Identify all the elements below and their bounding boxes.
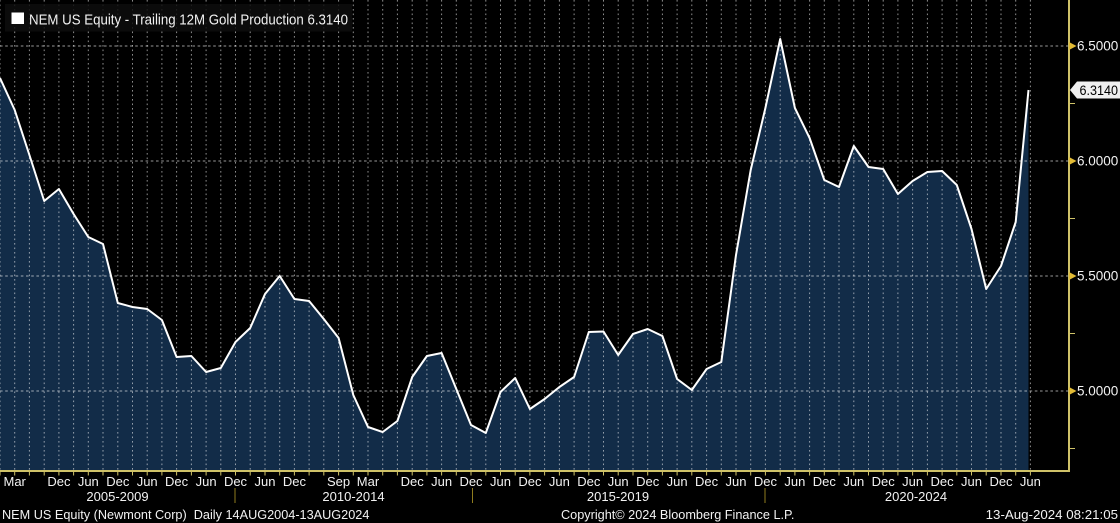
svg-text:Mar: Mar	[4, 474, 27, 489]
svg-text:Dec: Dec	[47, 474, 71, 489]
svg-text:Jun: Jun	[726, 474, 747, 489]
svg-text:Dec: Dec	[754, 474, 778, 489]
svg-text:Dec: Dec	[224, 474, 248, 489]
svg-text:Copyright© 2024 Bloomberg Fina: Copyright© 2024 Bloomberg Finance L.P.	[561, 508, 794, 522]
svg-text:Jun: Jun	[961, 474, 982, 489]
svg-text:NEM US Equity (Newmont Corp): NEM US Equity (Newmont Corp) Daily 14AUG…	[2, 508, 369, 522]
svg-text:Mar: Mar	[357, 474, 380, 489]
svg-text:Dec: Dec	[165, 474, 189, 489]
svg-text:Dec: Dec	[577, 474, 601, 489]
svg-text:Dec: Dec	[518, 474, 542, 489]
svg-text:Dec: Dec	[283, 474, 307, 489]
svg-text:6.5000: 6.5000	[1077, 39, 1118, 54]
svg-text:Jun: Jun	[255, 474, 276, 489]
svg-text:Sep: Sep	[327, 474, 350, 489]
svg-text:Dec: Dec	[872, 474, 896, 489]
svg-text:Dec: Dec	[401, 474, 425, 489]
svg-text:2020-2024: 2020-2024	[885, 489, 947, 504]
svg-text:Jun: Jun	[1020, 474, 1041, 489]
svg-text:Jun: Jun	[196, 474, 217, 489]
svg-text:Dec: Dec	[459, 474, 483, 489]
svg-text:6.3140: 6.3140	[1080, 83, 1119, 98]
svg-text:Dec: Dec	[931, 474, 955, 489]
svg-text:Jun: Jun	[490, 474, 511, 489]
svg-text:5.5000: 5.5000	[1077, 269, 1118, 284]
svg-text:13-Aug-2024 08:21:05: 13-Aug-2024 08:21:05	[986, 507, 1118, 522]
svg-text:Jun: Jun	[137, 474, 158, 489]
svg-text:2005-2009: 2005-2009	[86, 489, 148, 504]
svg-text:Dec: Dec	[695, 474, 719, 489]
svg-text:Jun: Jun	[431, 474, 452, 489]
svg-text:Jun: Jun	[667, 474, 688, 489]
svg-text:Dec: Dec	[636, 474, 660, 489]
svg-text:2015-2019: 2015-2019	[587, 489, 649, 504]
svg-text:NEM US Equity - Trailing 12M G: NEM US Equity - Trailing 12M Gold Produc…	[29, 11, 348, 28]
svg-text:Jun: Jun	[78, 474, 99, 489]
svg-text:Jun: Jun	[902, 474, 923, 489]
svg-text:Dec: Dec	[989, 474, 1013, 489]
svg-text:Jun: Jun	[549, 474, 570, 489]
svg-text:Jun: Jun	[784, 474, 805, 489]
svg-text:Jun: Jun	[608, 474, 629, 489]
svg-text:6.0000: 6.0000	[1077, 154, 1118, 169]
svg-text:Dec: Dec	[106, 474, 130, 489]
svg-text:5.0000: 5.0000	[1077, 384, 1118, 399]
svg-text:Dec: Dec	[813, 474, 837, 489]
svg-text:2010-2014: 2010-2014	[322, 489, 384, 504]
svg-text:Jun: Jun	[843, 474, 864, 489]
